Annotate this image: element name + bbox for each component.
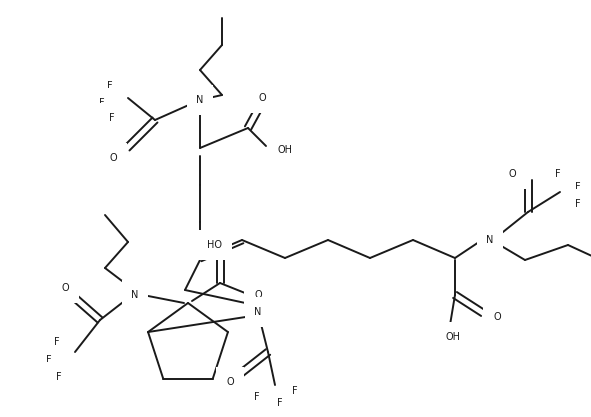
Text: O: O — [508, 169, 516, 179]
Text: O: O — [254, 290, 262, 300]
Text: F: F — [555, 169, 561, 179]
Text: F: F — [99, 98, 105, 108]
Text: F: F — [109, 113, 115, 123]
Text: HO: HO — [207, 240, 222, 250]
Text: F: F — [277, 398, 283, 408]
Text: F: F — [107, 81, 113, 91]
Text: O: O — [61, 283, 69, 293]
Text: F: F — [46, 355, 52, 365]
Text: N: N — [254, 307, 262, 317]
Text: OH: OH — [278, 145, 293, 155]
Text: N: N — [131, 290, 139, 300]
Text: F: F — [254, 392, 260, 402]
Text: N: N — [486, 235, 493, 245]
Text: OH: OH — [446, 332, 460, 342]
Text: F: F — [575, 199, 581, 209]
Text: F: F — [292, 386, 298, 396]
Text: F: F — [54, 337, 60, 347]
Text: N: N — [196, 95, 204, 105]
Text: F: F — [56, 372, 62, 382]
Text: O: O — [109, 153, 117, 163]
Text: F: F — [575, 182, 581, 192]
Text: O: O — [493, 312, 501, 322]
Text: O: O — [258, 93, 266, 103]
Text: O: O — [226, 377, 234, 387]
